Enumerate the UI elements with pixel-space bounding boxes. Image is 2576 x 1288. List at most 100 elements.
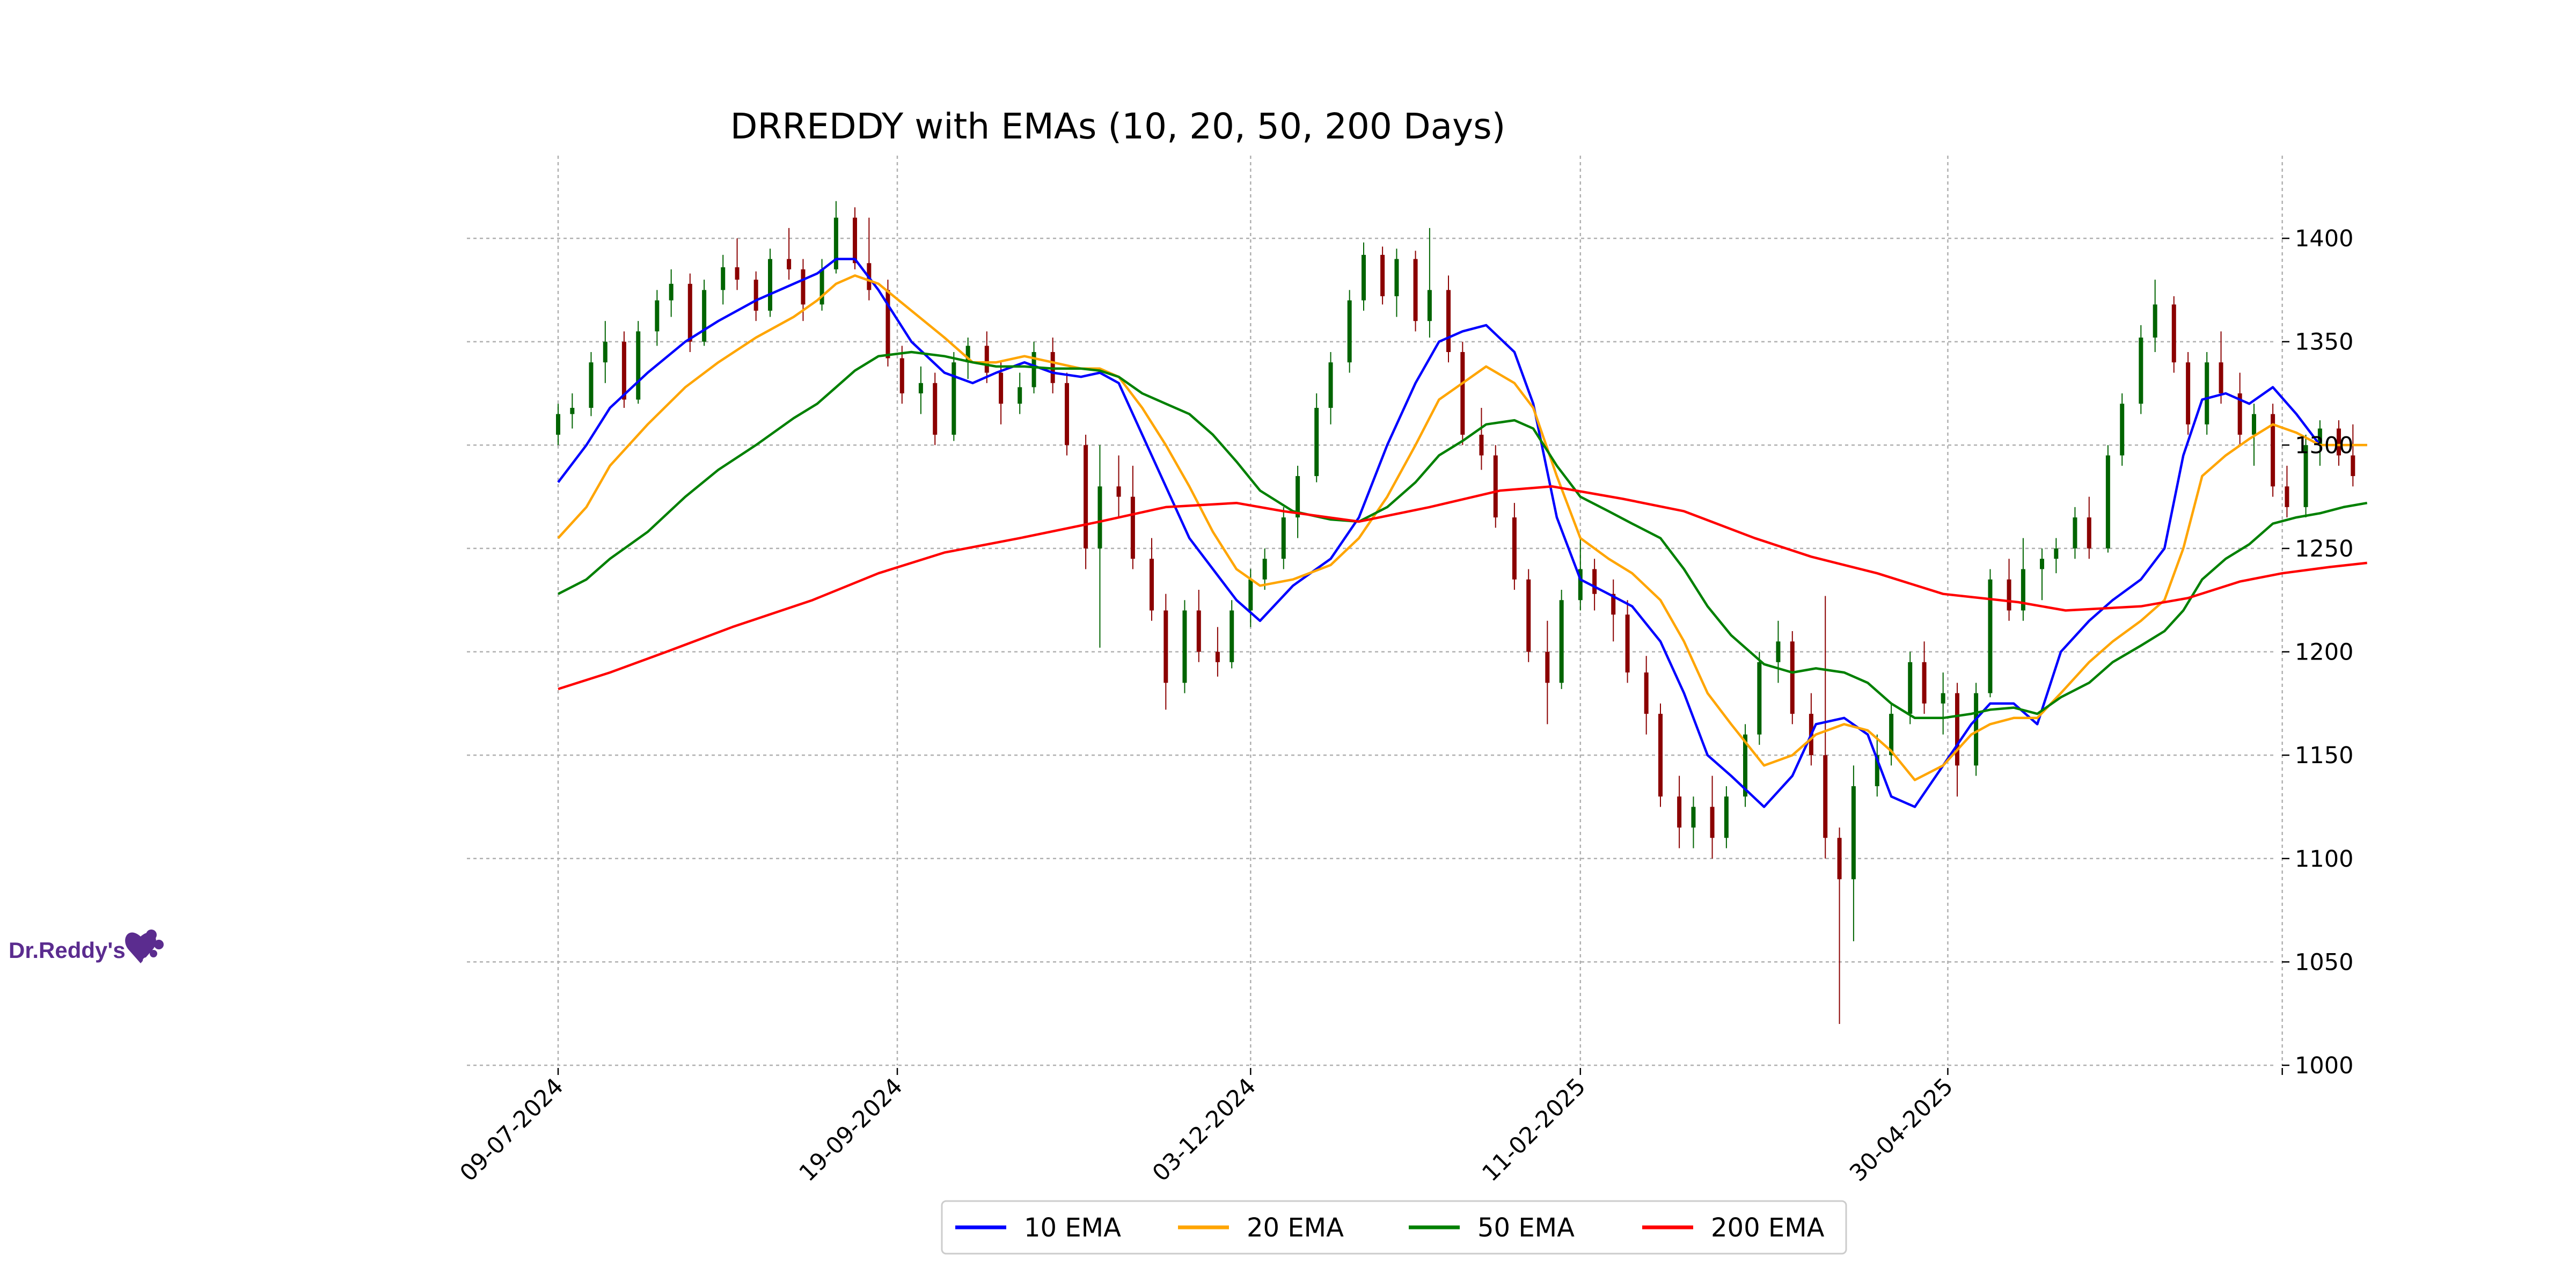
candle-body <box>899 358 904 394</box>
candle-body <box>1084 445 1088 548</box>
candle-body <box>2317 428 2322 445</box>
candle-body <box>2105 455 2110 548</box>
candle-layer <box>556 201 2355 1024</box>
candle-body <box>1974 693 1979 766</box>
y-tick-label: 1250 <box>2295 536 2353 562</box>
candle-body <box>2337 428 2341 456</box>
candle-body <box>1394 259 1399 296</box>
candle-body <box>1837 838 1842 880</box>
50-ema-line <box>557 350 2368 720</box>
candle-body <box>1130 496 1135 559</box>
candle-body <box>570 407 575 414</box>
legend-label-50-ema: 50 EMA <box>1477 1213 1575 1243</box>
candle-body <box>2271 414 2275 487</box>
candle-body <box>2021 569 2025 611</box>
candle-body <box>1743 734 1747 797</box>
candle-body <box>556 414 560 435</box>
candle-body <box>768 259 772 311</box>
candle-body <box>933 383 938 435</box>
candle-body <box>1097 486 1102 548</box>
candle-body <box>1776 641 1781 662</box>
candle-body <box>965 346 970 363</box>
ema-layer <box>557 258 2368 808</box>
candle-body <box>2285 486 2289 507</box>
candle-body <box>1296 476 1300 518</box>
candle-body <box>2054 548 2059 559</box>
candle-body <box>655 300 660 332</box>
drreddys-logo: Dr.Reddy's <box>9 930 164 964</box>
candle-body <box>1314 407 1319 477</box>
candle-body <box>2186 362 2191 425</box>
candle-body <box>1479 435 1484 456</box>
candle-body <box>735 267 740 280</box>
candle-body <box>833 217 838 269</box>
candle-body <box>885 290 890 358</box>
candle-body <box>2007 579 2011 611</box>
candle-body <box>1347 300 1352 363</box>
candle-body <box>1182 610 1187 683</box>
candle-body <box>1625 614 1630 673</box>
candle-body <box>1362 254 1366 301</box>
candle-body <box>1018 387 1022 404</box>
candle-body <box>621 341 626 400</box>
candle-body <box>2205 362 2209 425</box>
axis-layer: 1000 1050 1100 1150 1200 1250 1300 1350 1400 09-0… <box>455 225 2354 1187</box>
x-tick-label: 11-02-2025 <box>1477 1073 1591 1187</box>
candle-body <box>2303 445 2308 507</box>
candle-body <box>1328 362 1333 408</box>
20-ema-line <box>557 274 2367 781</box>
candle-body <box>753 280 758 311</box>
candle-body <box>1875 755 1879 786</box>
candle-body <box>1908 662 1913 714</box>
chart-title: DRREDDY with EMAs (10, 20, 50, 200 Days) <box>730 106 1506 147</box>
x-tick-label: 30-04-2025 <box>1845 1073 1958 1187</box>
candle-body <box>787 259 792 269</box>
y-tick-label: 1200 <box>2295 639 2353 666</box>
candle-body <box>687 283 692 342</box>
candle-body <box>2073 517 2077 548</box>
candle-body <box>1248 579 1253 611</box>
candle-body <box>801 269 806 305</box>
candle-body <box>1790 641 1795 714</box>
candle-body <box>1955 693 1959 766</box>
candle-body <box>1163 610 1168 683</box>
candle-body <box>1710 807 1715 838</box>
candle-body <box>1724 796 1729 838</box>
candle-body <box>1427 290 1432 321</box>
legend-items: 10 EMA 20 EMA 50 EMA 200 EMA <box>955 1213 1825 1243</box>
candle-body <box>1526 579 1531 652</box>
candle-body <box>2351 455 2355 477</box>
y-tick-label: 1350 <box>2295 329 2353 356</box>
candle-body <box>1592 569 1597 594</box>
logo-text: Dr.Reddy's <box>9 938 126 963</box>
candle-body <box>1757 662 1762 735</box>
candle-body <box>603 341 608 363</box>
candle-body <box>1823 755 1828 838</box>
candle-body <box>1658 714 1663 797</box>
candle-body <box>1611 594 1616 615</box>
y-tick-label: 1100 <box>2295 846 2353 873</box>
x-tick-label: 09-07-2024 <box>455 1073 569 1187</box>
candle-body <box>819 269 824 305</box>
candle-body <box>1889 714 1894 756</box>
candle-body <box>1116 486 1121 497</box>
candle-body <box>1230 610 1234 662</box>
y-tick-label: 1000 <box>2295 1052 2353 1079</box>
candle-body <box>1988 579 1993 693</box>
candle-body <box>1644 672 1649 714</box>
candle-body <box>1215 652 1220 662</box>
y-tick-label: 1300 <box>2295 432 2353 459</box>
legend-label-20-ema: 20 EMA <box>1247 1213 1344 1243</box>
candle-body <box>1578 569 1583 601</box>
x-tick-label: 03-12-2024 <box>1147 1073 1261 1187</box>
candle-body <box>721 267 726 290</box>
candle-body <box>1677 796 1682 828</box>
y-tick-label: 1150 <box>2295 742 2353 769</box>
candle-body <box>853 217 857 264</box>
y-tick-label: 1050 <box>2295 949 2353 976</box>
candle-body <box>1545 652 1550 683</box>
candle-body <box>1691 807 1696 828</box>
heart-icon <box>125 930 164 964</box>
